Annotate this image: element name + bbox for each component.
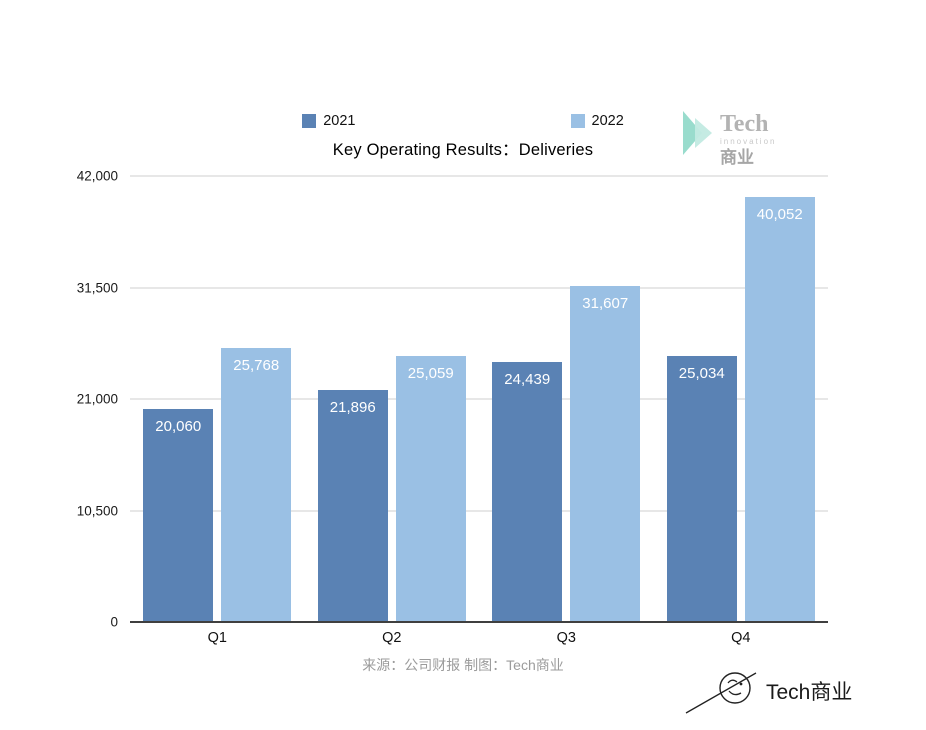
x-axis-label-q4: Q4 [731, 630, 751, 646]
bar-group-q3: 24,439 31,607 [492, 176, 641, 622]
bar-group-q4: 25,034 40,052 [666, 176, 815, 622]
watermark: Tech商业 [684, 660, 852, 721]
bar-value-label: 40,052 [756, 205, 803, 223]
brand-logo: Tech innovation 商业 [680, 108, 776, 166]
watermark-logo-icon [684, 660, 764, 721]
bar-2021-q4: 25,034 [666, 356, 737, 622]
gridline [130, 510, 828, 511]
bar-value-label: 21,896 [329, 398, 376, 416]
bar-2022-q2: 25,059 [395, 355, 466, 622]
bar-value-label: 20,060 [155, 417, 202, 435]
legend-item-2021: 2021 [302, 113, 356, 129]
bar-2021-q1: 20,060 [143, 408, 214, 622]
bar-group-q2: 21,896 25,059 [317, 176, 466, 622]
bar-2022-q3: 31,607 [570, 286, 641, 622]
source-text: 来源：公司财报 制图：Tech商业 [362, 657, 564, 673]
chevron-logo-icon [680, 108, 716, 161]
y-tick-label: 0 [110, 614, 118, 630]
bar-groups: 20,060 25,768 21,896 25,059 24,439 31,607 25,0… [130, 176, 828, 622]
watermark-text: Tech商业 [766, 680, 853, 704]
y-tick-label: 10,500 [76, 503, 118, 518]
x-axis-labels: Q1 Q2 Q3 Q4 [130, 630, 828, 646]
legend-swatch-2022 [570, 114, 585, 128]
y-tick-label: 31,500 [76, 280, 118, 295]
plot-area: 20,060 25,768 21,896 25,059 24,439 31,607 25,0… [77, 169, 828, 630]
bar-value-label: 24,439 [504, 371, 551, 389]
legend-swatch-2021 [302, 114, 317, 128]
x-axis-baseline [130, 621, 828, 623]
bar-value-label: 25,059 [407, 364, 454, 382]
gridline [130, 287, 828, 288]
gridline [130, 175, 828, 177]
brand-text-block: Tech innovation 商业 [720, 108, 776, 166]
y-tick-label: 21,000 [76, 391, 118, 407]
legend-label-2021: 2021 [323, 113, 356, 129]
brand-title: Tech [720, 111, 769, 137]
x-axis-label-q3: Q3 [556, 630, 576, 646]
x-axis-label-q2: Q2 [382, 630, 402, 646]
chart-legend: 2021 2022 [0, 113, 926, 129]
bar-group-q1: 20,060 25,768 [143, 176, 292, 622]
bar-value-label: 31,607 [582, 295, 629, 313]
legend-item-2022: 2022 [570, 113, 624, 129]
bar-2021-q3: 24,439 [492, 362, 563, 622]
legend-label-2022: 2022 [591, 113, 624, 129]
bar-2022-q4: 40,052 [744, 196, 815, 622]
x-axis-label-q1: Q1 [207, 630, 227, 646]
bar-value-label: 25,034 [678, 365, 725, 383]
brand-cn-name: 商业 [720, 148, 754, 167]
y-tick-label: 42,000 [76, 168, 118, 184]
gridline [130, 398, 828, 400]
bar-2021-q2: 21,896 [317, 389, 388, 622]
bar-value-label: 25,768 [233, 357, 280, 375]
brand-subtitle: innovation [720, 137, 777, 146]
chart-title: Key Operating Results：Deliveries [332, 141, 594, 159]
bar-2022-q1: 25,768 [221, 348, 292, 622]
